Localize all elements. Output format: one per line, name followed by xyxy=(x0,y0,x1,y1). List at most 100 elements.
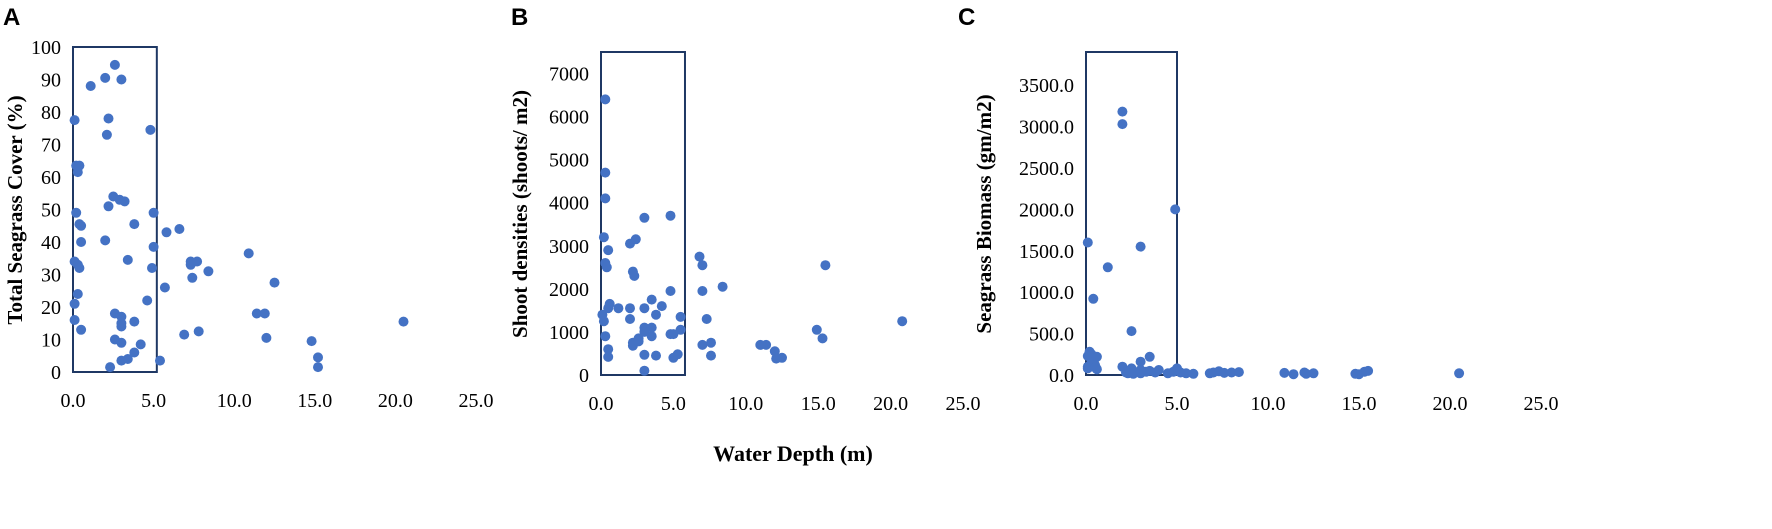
data-point xyxy=(1233,367,1244,378)
data-point xyxy=(600,331,611,342)
data-point xyxy=(187,272,198,283)
data-point xyxy=(1091,351,1102,362)
data-point xyxy=(603,351,614,362)
data-point xyxy=(1091,364,1102,375)
x-tick-label: 0.0 xyxy=(589,393,614,415)
data-point xyxy=(76,237,87,247)
data-point xyxy=(129,219,140,230)
data-point xyxy=(155,355,165,366)
x-tick-label: 25.0 xyxy=(946,393,981,415)
y-tick-label: 30 xyxy=(41,265,61,287)
data-point xyxy=(135,339,146,350)
data-point xyxy=(706,350,716,361)
data-point xyxy=(105,362,116,373)
data-point xyxy=(1144,351,1155,362)
data-point xyxy=(761,339,772,350)
y-tick-label: 5000 xyxy=(549,150,589,172)
data-point xyxy=(697,286,708,296)
data-point xyxy=(1219,367,1230,378)
data-point xyxy=(613,303,624,314)
data-point xyxy=(159,282,170,293)
data-point xyxy=(122,254,133,265)
x-tick-label: 0.0 xyxy=(1074,393,1099,415)
data-point xyxy=(651,350,661,361)
shared-x-axis-label: Water Depth (m) xyxy=(713,441,873,466)
data-point xyxy=(1363,365,1374,376)
data-point xyxy=(116,74,127,85)
y-tick-label: 100 xyxy=(31,37,61,59)
panel-letter-c: C xyxy=(958,4,975,31)
panel-letter-a: A xyxy=(3,4,20,31)
data-point xyxy=(69,115,80,126)
data-point xyxy=(313,362,323,373)
data-point xyxy=(1226,367,1237,378)
data-point xyxy=(103,201,114,212)
x-tick-label: 15.0 xyxy=(1342,393,1377,415)
x-tick-label: 25.0 xyxy=(1524,393,1559,415)
y-tick-label: 3500.0 xyxy=(1019,75,1074,97)
y-tick-label: 2500.0 xyxy=(1019,158,1074,180)
data-point xyxy=(717,281,728,292)
data-point xyxy=(1135,241,1146,252)
y-tick-label: 90 xyxy=(41,70,61,92)
data-point xyxy=(74,263,85,273)
y-tick-label: 1000 xyxy=(549,322,589,344)
data-point xyxy=(203,266,214,277)
data-point xyxy=(147,263,157,273)
data-point xyxy=(639,365,650,376)
data-point xyxy=(74,160,85,171)
data-point xyxy=(651,309,661,320)
y-tick-label: 1000.0 xyxy=(1019,282,1074,304)
data-point xyxy=(69,298,80,309)
data-point xyxy=(697,260,708,271)
panel-letter-b: B xyxy=(511,4,528,31)
data-point xyxy=(820,260,831,271)
data-point xyxy=(1135,356,1146,367)
x-tick-label: 25.0 xyxy=(459,390,494,412)
data-point xyxy=(261,332,272,343)
data-point xyxy=(604,298,615,309)
data-point xyxy=(668,329,679,340)
data-point xyxy=(76,220,87,231)
data-point xyxy=(897,316,908,327)
data-point xyxy=(251,308,262,319)
y-tick-label: 500.0 xyxy=(1029,324,1074,346)
y-tick-label: 0.0 xyxy=(1049,365,1074,387)
data-point xyxy=(76,324,87,335)
data-point xyxy=(639,326,650,337)
data-point xyxy=(119,196,130,207)
data-point xyxy=(1308,368,1319,379)
x-tick-label: 0.0 xyxy=(61,390,86,412)
y-tick-label: 0 xyxy=(579,365,589,387)
data-point xyxy=(398,316,409,327)
data-point xyxy=(625,303,635,314)
data-point xyxy=(313,352,323,363)
data-point xyxy=(701,314,712,324)
y-tick-label: 4000 xyxy=(549,193,589,215)
data-point xyxy=(1153,365,1164,375)
y-tick-label: 6000 xyxy=(549,107,589,129)
data-point xyxy=(192,256,203,267)
data-point xyxy=(646,322,657,333)
y-tick-label: 40 xyxy=(41,232,61,254)
data-point xyxy=(672,349,683,360)
x-tick-label: 20.0 xyxy=(378,390,413,412)
data-point xyxy=(601,262,612,273)
data-point xyxy=(1102,262,1113,273)
y-tick-label: 60 xyxy=(41,167,61,189)
data-point xyxy=(85,81,96,91)
highlight-box xyxy=(72,46,158,373)
data-point xyxy=(656,301,667,312)
data-point xyxy=(600,167,611,178)
panel-a: A Total Seagrass Cover (%) 0 10 20 30 40 50 60 70… xyxy=(3,4,494,412)
y-tick-label: 2000.0 xyxy=(1019,199,1074,221)
data-point xyxy=(629,270,640,281)
data-point xyxy=(142,295,153,306)
data-point xyxy=(306,336,317,347)
y-axis-label: Shoot densities (shoots/ m2) xyxy=(508,90,532,338)
data-point xyxy=(675,311,686,322)
data-point xyxy=(148,241,159,252)
data-point xyxy=(116,337,127,348)
data-point xyxy=(817,333,828,344)
